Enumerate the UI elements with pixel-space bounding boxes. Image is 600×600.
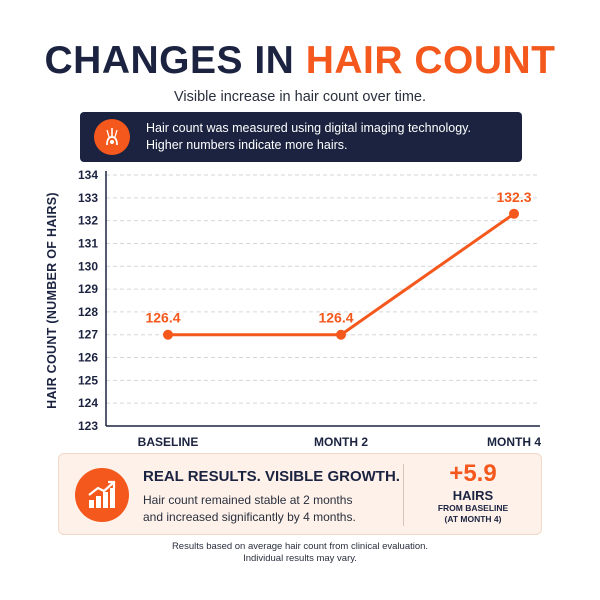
x-tick-label: MONTH 4 bbox=[487, 435, 541, 449]
y-tick-label: 127 bbox=[78, 328, 98, 342]
footnote-line-1: Results based on average hair count from… bbox=[171, 541, 429, 552]
x-tick-label: MONTH 2 bbox=[314, 435, 368, 449]
data-label: 132.3 bbox=[496, 189, 531, 205]
stat-unit: HAIRS bbox=[452, 488, 494, 503]
y-tick-label: 133 bbox=[78, 191, 98, 205]
y-axis-label: HAIR COUNT (NUMBER OF HAIRS) bbox=[45, 192, 59, 409]
y-tick-label: 124 bbox=[78, 396, 98, 410]
y-tick-label: 132 bbox=[78, 214, 98, 228]
banner-text: Hair count was measured using digital im… bbox=[146, 120, 471, 154]
y-tick-label: 126 bbox=[78, 351, 98, 365]
hair-follicle-icon bbox=[94, 119, 130, 155]
stat-value: +5.9 bbox=[449, 460, 497, 487]
y-tick-label: 125 bbox=[78, 373, 98, 387]
y-tick-label: 123 bbox=[78, 419, 98, 433]
results-body: Hair count remained stable at 2 months a… bbox=[143, 492, 383, 526]
results-body-line-2: and increased significantly by 4 months. bbox=[143, 510, 356, 524]
data-point bbox=[336, 329, 346, 340]
page-title: CHANGES IN HAIR COUNT bbox=[0, 38, 600, 84]
banner-line-2: Higher numbers indicate more hairs. bbox=[146, 138, 348, 152]
results-panel: REAL RESULTS. VISIBLE GROWTH. Hair count… bbox=[58, 453, 542, 535]
line-chart-svg: 123 124 125 126 127 128 129 130 131 132 133 134 HAIR… bbox=[45, 168, 541, 449]
title-part-1: CHANGES IN bbox=[44, 39, 295, 82]
stat-note-2: (AT MONTH 4) bbox=[444, 514, 502, 524]
growth-chart-icon bbox=[75, 468, 129, 522]
results-heading: REAL RESULTS. VISIBLE GROWTH. bbox=[143, 468, 400, 485]
y-tick-label: 134 bbox=[78, 168, 98, 182]
footnote-line-2: Individual results may vary. bbox=[243, 553, 357, 564]
y-tick-label: 128 bbox=[78, 305, 98, 319]
banner-line-1: Hair count was measured using digital im… bbox=[146, 121, 471, 135]
results-divider bbox=[403, 464, 404, 526]
y-tick-label: 129 bbox=[78, 282, 98, 296]
results-body-line-1: Hair count remained stable at 2 months bbox=[143, 493, 353, 507]
y-tick-label: 130 bbox=[78, 259, 98, 273]
x-tick-label: BASELINE bbox=[138, 435, 199, 449]
page-subtitle: Visible increase in hair count over time… bbox=[174, 89, 426, 105]
hair-count-chart: 123 124 125 126 127 128 129 130 131 132 133 134 HAIR… bbox=[40, 165, 560, 450]
data-label: 126.4 bbox=[145, 310, 180, 326]
stat-note-1: FROM BASELINE bbox=[437, 503, 509, 513]
data-point bbox=[509, 208, 519, 219]
info-banner: Hair count was measured using digital im… bbox=[80, 112, 522, 162]
results-stat: +5.9 HAIRS FROM BASELINE (AT MONTH 4) bbox=[405, 460, 541, 525]
data-point bbox=[163, 329, 173, 340]
title-part-2: HAIR COUNT bbox=[305, 39, 556, 82]
y-tick-label: 131 bbox=[78, 236, 98, 250]
data-label: 126.4 bbox=[318, 310, 353, 326]
footnote: Results based on average hair count from… bbox=[0, 541, 600, 565]
